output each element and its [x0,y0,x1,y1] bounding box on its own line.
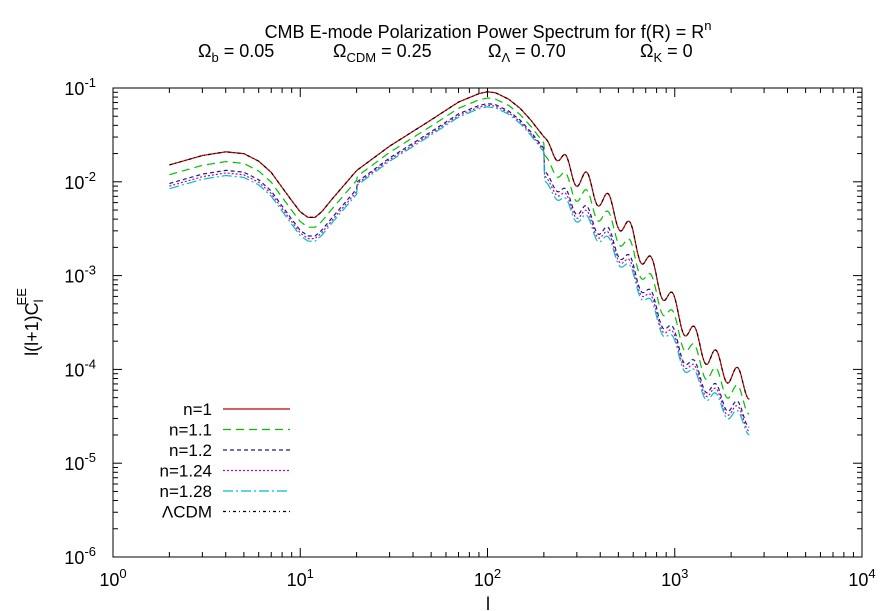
param-value: = 0.05 [219,41,275,61]
tick-base: 10 [64,454,84,474]
y-tick-label: 10-6 [64,544,96,568]
x-tick-label: 102 [474,566,501,590]
tick-exponent: -4 [84,356,96,371]
tick-base: 10 [287,570,307,590]
tick-base: 10 [64,173,84,193]
plot-frame [112,87,863,558]
legend-label: n=1.2 [169,441,212,460]
param-subscript: K [653,50,662,65]
series-line-5 [169,91,750,400]
y-tick-label: 10-5 [64,450,96,474]
legend-label: n=1.28 [160,482,212,501]
tick-base: 10 [64,548,84,568]
plot-border [112,87,863,558]
series-lines [169,91,750,436]
series-line-3 [169,104,750,432]
title-param: ΩΛ = 0.70 [488,41,566,65]
tick-exponent: -1 [84,75,96,90]
tick-base: 10 [474,570,494,590]
tick-base: 10 [661,570,681,590]
title-param: Ωb = 0.05 [198,41,274,65]
legend-label: n=1.24 [160,462,212,481]
title-superscript: n [704,18,711,33]
param-value: = 0 [662,41,693,61]
tick-exponent: 3 [681,566,688,581]
title-param: ΩCDM = 0.25 [333,41,432,65]
tick-base: 10 [64,360,84,380]
ylabel-superscript: EE [14,288,29,306]
title-line-1: CMB E-mode Polarization Power Spectrum f… [265,18,712,42]
series-line-2 [169,102,750,428]
x-tick-label: 103 [661,566,688,590]
tick-exponent: 2 [494,566,501,581]
title-text: CMB E-mode Polarization Power Spectrum f… [265,22,705,42]
y-tick-label: 10-2 [64,169,96,193]
legend: n=1 n=1.1n=1.2 n=1.24n=1.28 ΛCDM [160,400,290,522]
tick-exponent: -2 [84,169,96,184]
y-tick-label: 10-3 [64,263,96,287]
axis-labels: ll(l+1)ClEE [14,288,490,611]
tick-base: 10 [64,79,84,99]
tick-exponent: -5 [84,450,96,465]
tick-exponent: -3 [84,263,96,278]
chart-title: CMB E-mode Polarization Power Spectrum f… [198,18,711,65]
tick-exponent: 1 [307,566,314,581]
y-tick-label: 10-1 [64,75,96,99]
param-subscript: Λ [501,50,510,65]
param-symbol: Ω [333,41,346,61]
param-symbol: Ω [488,41,501,61]
param-value: = 0.70 [510,41,566,61]
param-symbol: Ω [198,41,211,61]
legend-label: n=1 [183,400,212,419]
ylabel-subscript: l [31,299,46,302]
param-subscript: b [211,50,218,65]
x-tick-label: 101 [287,566,314,590]
title-param: ΩK = 0 [640,41,693,65]
tick-exponent: -6 [84,544,96,559]
x-axis-label: l [486,594,490,611]
ylabel-main: l(l+1)C [22,302,42,356]
tick-exponent: 4 [868,566,875,581]
tick-base: 10 [848,570,868,590]
y-axis-label: l(l+1)ClEE [14,288,46,356]
series-line-4 [169,106,750,436]
x-tick-label: 104 [848,566,875,590]
series-line-1 [169,97,750,415]
tick-exponent: 0 [119,566,126,581]
tick-base: 10 [99,570,119,590]
param-value: = 0.25 [376,41,432,61]
y-tick-label: 10-4 [64,356,96,380]
x-tick-label: 100 [99,566,126,590]
param-symbol: Ω [640,41,653,61]
legend-label: n=1.1 [169,421,212,440]
tick-base: 10 [64,267,84,287]
param-subscript: CDM [346,50,376,65]
series-line-0 [169,91,750,400]
legend-label: ΛCDM [162,503,212,522]
